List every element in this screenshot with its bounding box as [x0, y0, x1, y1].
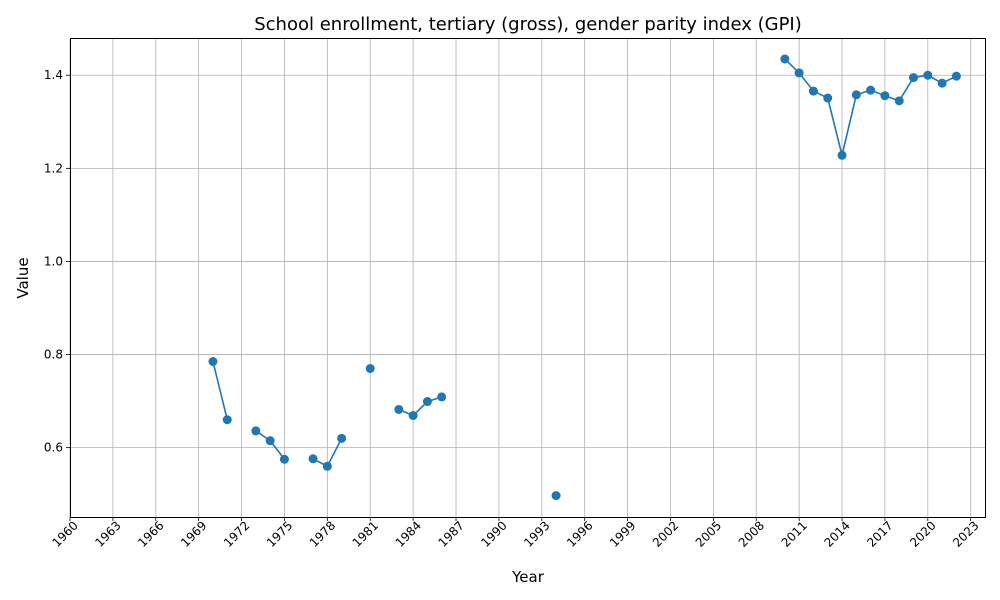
data-point: [437, 392, 447, 402]
data-point: [894, 96, 904, 106]
y-axis-title: Value: [14, 257, 32, 298]
data-point: [279, 454, 289, 464]
series-line-segment: [212, 361, 229, 420]
y-tick-label: 0.8: [44, 348, 63, 362]
data-point: [265, 436, 275, 446]
y-tick-label: 1.0: [44, 254, 63, 268]
y-tick-label: 1.2: [44, 161, 63, 175]
data-point: [851, 90, 861, 100]
data-point: [866, 85, 876, 95]
data-point: [222, 415, 232, 425]
data-point: [308, 454, 318, 464]
data-point: [422, 397, 432, 407]
data-point: [208, 357, 218, 367]
data-point: [794, 68, 804, 78]
plot-frame: [70, 38, 986, 518]
data-point: [823, 93, 833, 103]
data-point: [923, 70, 933, 80]
y-tick-label: 0.6: [44, 441, 63, 455]
data-point: [780, 54, 790, 64]
data-point: [909, 73, 919, 83]
y-tick-label: 1.4: [44, 68, 63, 82]
y-axis: 0.6 0.8 1.0 1.2 1.4: [44, 68, 70, 455]
data-point: [408, 411, 418, 421]
chart-title: School enrollment, tertiary (gross), gen…: [254, 14, 802, 35]
data-point: [394, 404, 404, 414]
series-line-segment: [398, 396, 442, 417]
data-point: [808, 86, 818, 96]
series-points: [208, 54, 961, 501]
data-point: [951, 71, 961, 81]
grid: [69, 38, 985, 517]
data-point: [837, 150, 847, 160]
data-point: [551, 491, 561, 501]
x-axis-title: Year: [511, 568, 545, 586]
data-point: [937, 78, 947, 88]
data-point: [337, 433, 347, 443]
data-point: [880, 91, 890, 101]
data-point: [251, 426, 261, 436]
data-point: [365, 364, 375, 374]
data-point: [322, 461, 332, 471]
